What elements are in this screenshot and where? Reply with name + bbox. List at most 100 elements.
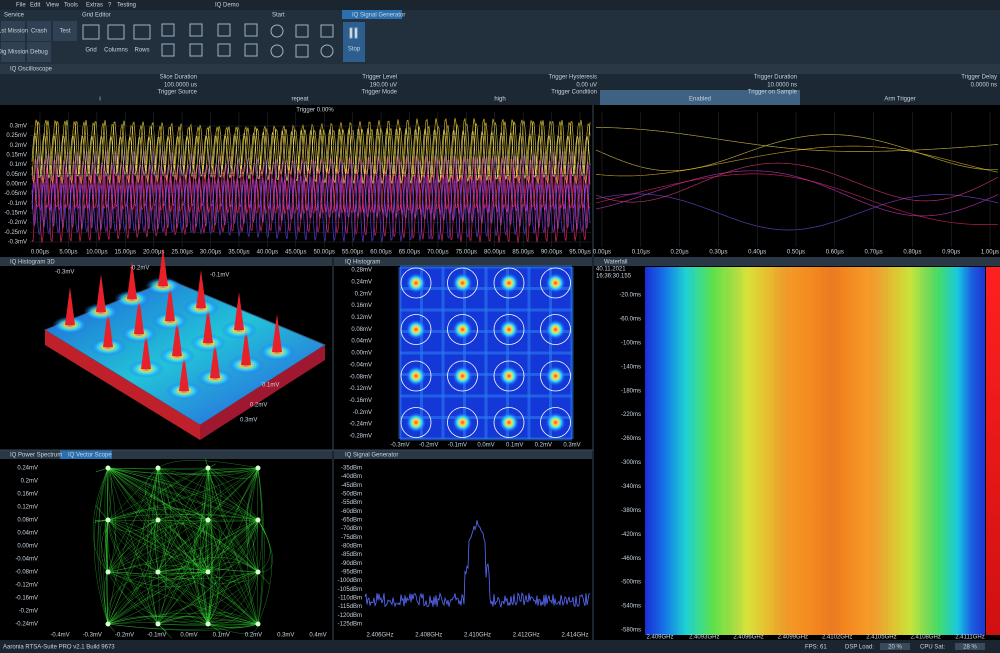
vector-point (205, 569, 211, 575)
waterfall-image (645, 267, 985, 635)
vector-point (105, 621, 111, 627)
option-value[interactable]: repeat (291, 97, 308, 103)
menu-item[interactable]: Extras (86, 3, 103, 9)
param-value[interactable]: 0.00 uV (576, 83, 597, 89)
enabled-cell[interactable] (600, 90, 800, 105)
param-value[interactable]: 0.0000 ns (971, 83, 997, 89)
y-tick-label: -60dBm (341, 509, 362, 515)
surface-spike (96, 274, 106, 312)
constellation-ring (540, 360, 571, 392)
panel-tab[interactable]: IQ Vector Scope (68, 453, 112, 459)
waveform (595, 173, 999, 225)
x-tick-label: 45.00µs (285, 250, 306, 256)
y-tick-label: -65dBm (341, 518, 362, 524)
vector-point (105, 517, 111, 523)
y-tick-label: -85dBm (341, 552, 362, 558)
ribbon-button[interactable]: Rows (134, 48, 149, 54)
ribbon (0, 10, 1000, 64)
y-tick-label: -0.24mV (349, 422, 372, 428)
waveform (31, 154, 591, 216)
ribbon-button[interactable]: Crash (31, 29, 47, 35)
x-tick-label: 70.00µs (427, 250, 448, 256)
panel-title: Waterfall (604, 260, 627, 266)
constellation-spot (499, 319, 519, 340)
y-tick-label: 0.08mV (17, 518, 38, 524)
option-value[interactable]: i (99, 97, 100, 103)
ribbon-tab[interactable]: IQ Signal Generator (352, 13, 405, 19)
option-label: Trigger Source (158, 90, 198, 96)
option-value[interactable]: high (494, 97, 505, 103)
constellation-spot (545, 319, 566, 340)
y-tick-label: -0.12mV (349, 386, 372, 392)
status-label: CPU Sat: (920, 645, 945, 651)
x-tick-label: 50.00µs (313, 250, 334, 256)
constellation-ring (540, 267, 571, 299)
constellation-spot (406, 412, 426, 433)
ribbon-tab[interactable]: Service (4, 13, 25, 19)
y-tick-label: -420ms (621, 532, 641, 538)
option-value[interactable]: Enabled (689, 97, 711, 103)
vector-point (155, 621, 161, 627)
y-tick-label: -75dBm (341, 535, 362, 541)
y-tick-label: 0.24mV (351, 279, 372, 285)
y-tick-label: -0.16mV (15, 596, 38, 602)
y-tick-label: 0.2mV (355, 291, 372, 297)
x-tick-label: 20.00µs (143, 250, 164, 256)
y-tick-label: 0.05mV (6, 172, 27, 178)
param-value[interactable]: 100.0000 us (164, 83, 197, 89)
menu-item[interactable]: Testing (117, 3, 136, 9)
waveform (595, 170, 999, 217)
panel-title: IQ Oscilloscope (10, 67, 53, 73)
x-tick-label: -0.4mV (50, 633, 69, 639)
y-tick-label: 0.04mV (351, 339, 372, 345)
y-tick-label: -300ms (621, 460, 641, 466)
menu-item[interactable]: Tools (64, 3, 78, 9)
x-tick-label: 0.30µs (709, 250, 727, 256)
waveform (31, 168, 591, 215)
x-tick-label: 0.00µs (31, 250, 49, 256)
axis-label: 0.2mV (250, 403, 267, 409)
surface-spike (134, 296, 144, 334)
ribbon-button[interactable]: Dig Mission (0, 50, 29, 56)
ribbon-button[interactable]: Stop (348, 47, 361, 53)
y-tick-label: 0.12mV (17, 505, 38, 511)
x-tick-label: 2.4111GHz (955, 635, 984, 641)
constellation-ring (447, 267, 478, 299)
y-tick-label: -115dBm (338, 604, 362, 610)
ribbon-button[interactable]: Debug (30, 50, 48, 56)
x-tick-label: 2.4096GHz (733, 635, 763, 641)
arm-trigger-button[interactable]: Arm Trigger (884, 97, 915, 103)
y-tick-label: 0.16mV (351, 303, 372, 309)
x-tick-label: 90.00µs (541, 250, 562, 256)
x-tick-label: -0.2mV (115, 633, 134, 639)
ribbon-button[interactable]: 1st Mission (0, 29, 28, 35)
ribbon-button[interactable]: Columns (104, 48, 128, 54)
y-tick-label: 0.2mV (10, 143, 27, 149)
surface-spike (234, 292, 244, 330)
status-build: Aaronia RTSA-Suite PRO v2.1 Build 9673 (3, 645, 115, 651)
menu-item[interactable]: File (16, 3, 26, 9)
vector-point (255, 517, 261, 523)
x-tick-label: 0.1mV (213, 633, 230, 639)
stop-button-bg[interactable] (343, 22, 365, 62)
x-tick-label: 0.2mV (245, 633, 262, 639)
x-tick-label: 40.00µs (257, 250, 278, 256)
constellation-ring (493, 267, 525, 299)
x-tick-label: 2.408GHz (415, 633, 442, 639)
ribbon-button[interactable]: Grid (85, 48, 96, 54)
waveform (596, 127, 999, 152)
x-tick-label: 2.406GHz (366, 633, 393, 639)
y-tick-label: 0.00mV (351, 351, 372, 357)
waveform (31, 119, 591, 185)
menu-item[interactable]: Edit (30, 3, 41, 9)
param-value[interactable]: 190.00 uV (370, 83, 397, 89)
y-tick-label: -140ms (621, 364, 641, 370)
ribbon-tab[interactable]: Start (272, 13, 285, 19)
menu-item[interactable]: View (46, 3, 60, 9)
param-value[interactable]: 10.0000 ns (767, 83, 797, 89)
x-tick-label: 0.60µs (826, 250, 844, 256)
menu-item[interactable]: ? (108, 3, 112, 9)
ribbon-button[interactable]: Test (59, 29, 70, 35)
panel-tab[interactable]: IQ Power Spectrum (10, 453, 62, 459)
ribbon-tab[interactable]: Grid Editor (82, 13, 111, 19)
